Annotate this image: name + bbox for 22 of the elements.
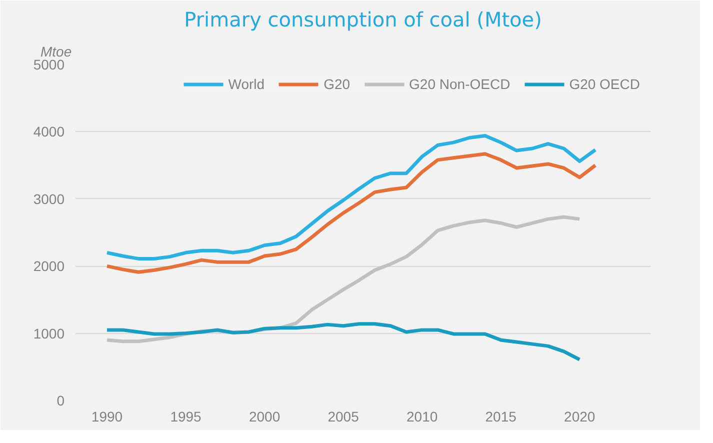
- x-tick-label: 2005: [328, 408, 360, 424]
- x-tick-label: 2010: [406, 408, 438, 424]
- x-tick-label: 2000: [248, 408, 280, 424]
- x-tick-label: 2020: [564, 408, 596, 424]
- x-tick-label: 1990: [91, 408, 123, 424]
- legend-label: G20 OECD: [569, 76, 640, 92]
- y-tick-label: 3000: [33, 190, 65, 207]
- y-tick-label: 4000: [33, 124, 65, 140]
- legend-label: World: [228, 76, 265, 92]
- line-series: [105, 134, 598, 260]
- y-tick-label: 5000: [33, 56, 65, 72]
- chart-title: Primary consumption of coal (Mtoe): [184, 8, 542, 32]
- legend-label: G20 Non-OECD: [409, 76, 510, 92]
- y-axis-title: Mtoe: [40, 44, 72, 60]
- line-series: [105, 152, 598, 274]
- x-tick-label: 1995: [170, 408, 202, 424]
- legend-label: G20: [324, 76, 350, 92]
- line-series: [105, 322, 582, 362]
- y-tick-label: 2000: [33, 258, 65, 274]
- y-tick-label: 1000: [33, 325, 65, 342]
- y-tick-label: 0: [56, 392, 65, 408]
- x-tick-label: 2015: [485, 408, 517, 424]
